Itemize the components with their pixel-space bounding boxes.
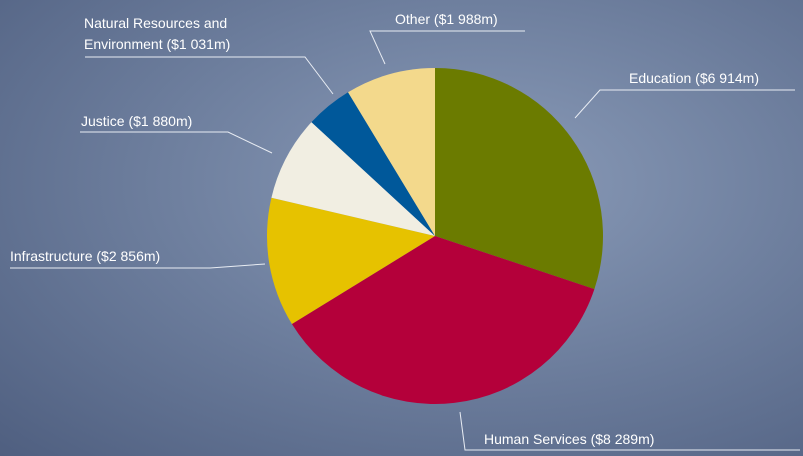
pie-slice	[291, 236, 595, 405]
leader-line	[80, 131, 273, 154]
slice-label: Infrastructure ($2 856m)	[10, 248, 161, 264]
slice-label: Natural Resources and Environment ($1 03…	[84, 15, 231, 52]
leader-line	[369, 30, 525, 65]
leader-line	[459, 411, 800, 451]
pie-slice	[267, 197, 435, 325]
pie-slice	[311, 92, 435, 236]
pie-slice	[271, 122, 435, 236]
slice-label: Other ($1 988m)	[395, 11, 498, 27]
leader-line	[10, 263, 266, 269]
slice-label: Education ($6 914m)	[629, 70, 759, 86]
slice-label: Justice ($1 880m)	[81, 113, 193, 129]
pie-slice	[435, 68, 603, 290]
pie-slice	[348, 68, 435, 236]
slice-label: Human Services ($8 289m)	[484, 431, 655, 447]
leader-line	[574, 89, 795, 119]
leader-line	[85, 56, 334, 95]
